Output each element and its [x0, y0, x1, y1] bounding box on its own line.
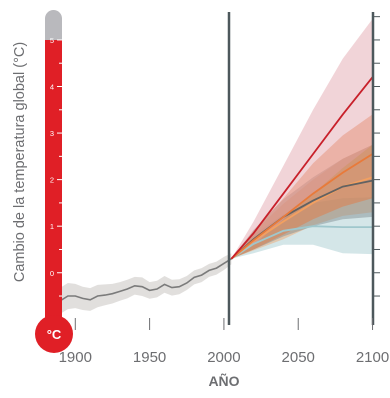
thermometer-ticks: 0 1 2 3 4 5 [50, 36, 62, 297]
y-axis-label: Cambio de la temperatura global (°C) [12, 42, 28, 282]
thermometer: °C 0 1 2 3 4 5 [35, 10, 73, 353]
x-tick-label: 2050 [282, 349, 315, 366]
projection-line-5 [230, 76, 374, 260]
thermometer-bulb [35, 315, 73, 353]
projection-band-5 [231, 19, 373, 259]
x-axis-label: AÑO [208, 372, 239, 389]
projection-band-4 [231, 114, 373, 259]
thermometer-tick-label: 3 [50, 129, 54, 138]
thermometer-tick-label: 4 [50, 83, 54, 92]
x-tick-label: 1950 [133, 349, 166, 366]
x-tick-label: 2100 [356, 349, 389, 366]
x-tick-label: 1900 [59, 349, 92, 366]
x-tick-label: 2000 [207, 349, 240, 366]
thermometer-tick-label: 2 [50, 176, 54, 185]
historical-line [52, 258, 232, 302]
projection-line-1 [230, 225, 373, 260]
thermometer-tick-label: 1 [50, 222, 54, 231]
projection-line-4 [230, 153, 373, 260]
thermometer-tick-label: 0 [50, 269, 54, 278]
historical-band [53, 253, 232, 314]
thermometer-red-column [45, 40, 62, 320]
thermometer-unit-badge: °C [47, 327, 62, 342]
x-axis-ticks: 1900 1950 2000 2050 2100 [59, 318, 389, 366]
thermometer-tick-label: 5 [50, 36, 54, 45]
right-axis-ticks [373, 16, 380, 297]
projection-lines [52, 76, 374, 302]
